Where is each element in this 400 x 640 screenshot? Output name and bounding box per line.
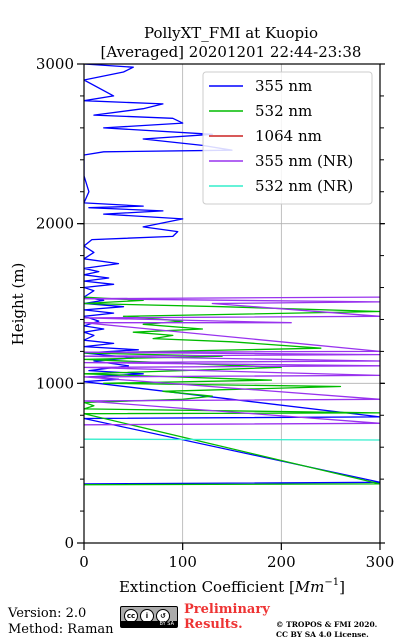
- y-axis-label: Height (m): [9, 263, 27, 346]
- footer-info: Version: 2.0 Method: Raman: [8, 606, 114, 638]
- x-tick-label: 300: [366, 553, 395, 571]
- series-lines: [84, 64, 380, 486]
- license-badge: cc i ↺ BY SA: [120, 606, 178, 628]
- plot-frame: [83, 63, 381, 544]
- x-tick-label: 0: [79, 553, 89, 571]
- x-axis-label-text: Extinction Coefficient: [119, 578, 284, 596]
- series-line-355-nm-nr: [84, 296, 380, 426]
- x-tick-label: 100: [168, 553, 197, 571]
- series-line-532-nm: [84, 296, 380, 486]
- chart-subtitle: [Averaged] 20201201 22:44-23:38: [101, 43, 362, 61]
- preliminary-notice: Preliminary Results.: [184, 602, 270, 632]
- version-text: Version: 2.0: [8, 606, 87, 621]
- y-tick-label: 1000: [36, 374, 74, 392]
- license-badge-text: BY SA: [121, 621, 177, 627]
- legend-entries: 355 nm 532 nm 1064 nm 355 nm (NR) 532 nm (NR…: [209, 77, 353, 195]
- x-axis-unit-power: −1: [324, 577, 339, 588]
- series-line-532-nm-nr: [84, 438, 380, 441]
- legend-box: [202, 71, 373, 205]
- method-text: Method: Raman: [8, 622, 114, 637]
- x-axis-label: Extinction Coefficient [Mm−1]: [119, 577, 345, 596]
- copyright-line-2: CC BY SA 4.0 License.: [276, 630, 369, 639]
- preliminary-line-2: Results.: [184, 617, 243, 632]
- legend-label-532-nm-nr: 532 nm (NR): [255, 177, 353, 195]
- x-tick-label: 200: [267, 553, 296, 571]
- preliminary-line-1: Preliminary: [184, 602, 270, 617]
- legend: 355 nm 532 nm 1064 nm 355 nm (NR) 532 nm (NR…: [202, 71, 373, 205]
- chart-title: PollyXT_FMI at Kuopio: [144, 24, 318, 42]
- y-tick-label: 3000: [36, 55, 74, 73]
- x-axis-unit: Mm: [294, 578, 325, 596]
- legend-label-355-nm: 355 nm: [255, 77, 312, 95]
- copyright-notice: © TROPOS & FMI 2020. CC BY SA 4.0 Licens…: [276, 620, 377, 640]
- series-layer: [84, 64, 380, 486]
- y-tick-label: 0: [64, 534, 74, 552]
- series-line-355-nm: [84, 64, 380, 485]
- legend-label-1064-nm: 1064 nm: [255, 127, 322, 145]
- legend-label-355-nm-nr: 355 nm (NR): [255, 152, 353, 170]
- copyright-line-1: © TROPOS & FMI 2020.: [276, 620, 378, 629]
- legend-label-532-nm: 532 nm: [255, 102, 312, 120]
- y-tick-label: 2000: [36, 215, 74, 233]
